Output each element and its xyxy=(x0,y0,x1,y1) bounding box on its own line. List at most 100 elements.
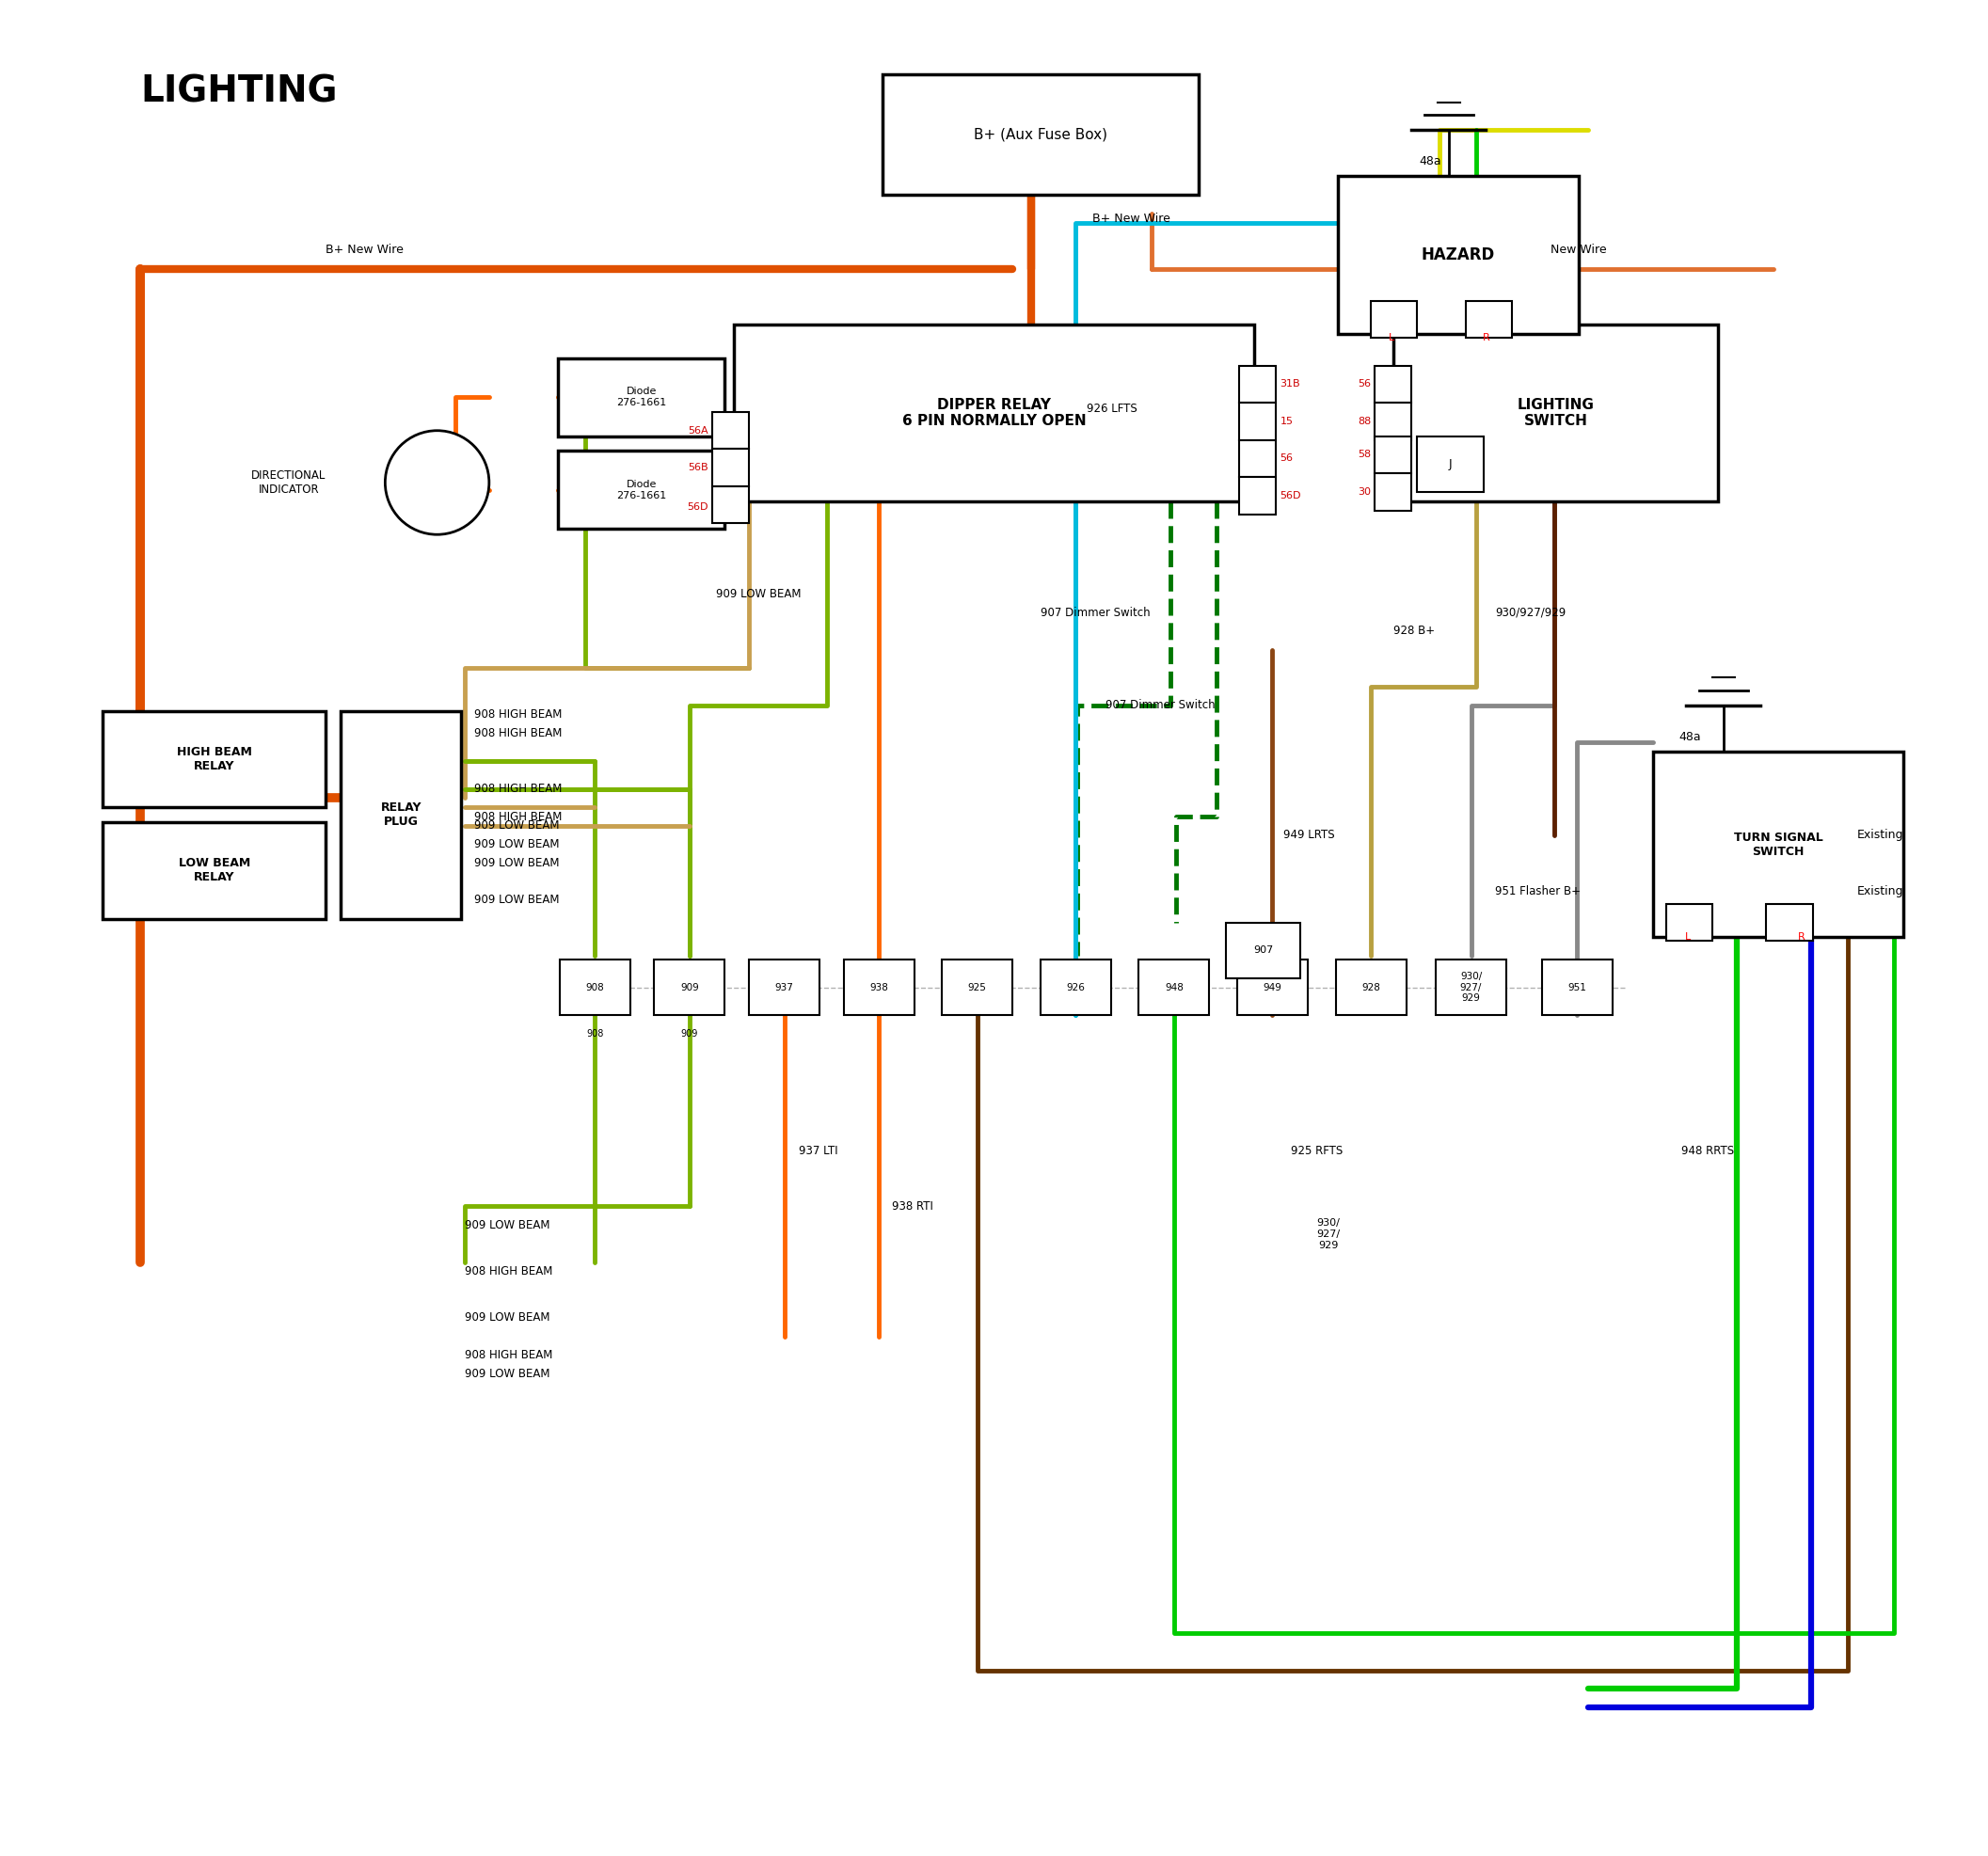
Text: R: R xyxy=(1797,932,1805,943)
Bar xyxy=(1239,440,1276,477)
Text: B+ New Wire: B+ New Wire xyxy=(326,243,404,256)
Text: HIGH BEAM
RELAY: HIGH BEAM RELAY xyxy=(177,746,252,772)
Text: 930/927/929: 930/927/929 xyxy=(1495,607,1567,618)
Text: Existing: Existing xyxy=(1857,830,1905,841)
FancyBboxPatch shape xyxy=(103,822,326,919)
Text: RELAY
PLUG: RELAY PLUG xyxy=(380,802,421,828)
Text: 909: 909 xyxy=(682,1028,698,1039)
Text: 30: 30 xyxy=(1358,486,1372,497)
Text: 907: 907 xyxy=(1252,945,1272,956)
Bar xyxy=(654,960,726,1015)
Text: 909 LOW BEAM: 909 LOW BEAM xyxy=(716,588,801,599)
Text: 908 HIGH BEAM: 908 HIGH BEAM xyxy=(475,811,563,822)
Bar xyxy=(712,412,749,449)
Text: 908 HIGH BEAM: 908 HIGH BEAM xyxy=(465,1349,553,1360)
Text: 908: 908 xyxy=(586,1028,604,1039)
FancyBboxPatch shape xyxy=(1652,752,1905,937)
Bar xyxy=(1435,960,1507,1015)
Bar xyxy=(1417,436,1485,492)
Text: 909 LOW BEAM: 909 LOW BEAM xyxy=(475,820,559,831)
Text: J: J xyxy=(1449,458,1453,470)
Bar xyxy=(1336,960,1406,1015)
Text: 909 LOW BEAM: 909 LOW BEAM xyxy=(465,1368,551,1379)
Bar xyxy=(1374,366,1411,403)
Bar xyxy=(712,486,749,523)
Bar xyxy=(843,960,914,1015)
Text: B+ (Aux Fuse Box): B+ (Aux Fuse Box) xyxy=(974,128,1107,141)
FancyBboxPatch shape xyxy=(883,74,1199,195)
Text: LIGHTING: LIGHTING xyxy=(139,74,338,110)
Text: 15: 15 xyxy=(1280,416,1292,427)
Bar xyxy=(1765,904,1813,941)
Text: DIRECTIONAL
INDICATOR: DIRECTIONAL INDICATOR xyxy=(250,470,326,496)
Text: 56A: 56A xyxy=(688,425,708,436)
Text: TURN SIGNAL
SWITCH: TURN SIGNAL SWITCH xyxy=(1734,831,1823,857)
Bar xyxy=(712,449,749,486)
Text: 908 HIGH BEAM: 908 HIGH BEAM xyxy=(475,783,563,794)
Text: 58: 58 xyxy=(1358,449,1372,460)
Bar xyxy=(1541,960,1612,1015)
Text: 925: 925 xyxy=(968,982,986,993)
Text: B+ New Wire: B+ New Wire xyxy=(1091,213,1171,225)
Text: 56B: 56B xyxy=(688,462,708,473)
Bar xyxy=(561,960,630,1015)
Bar xyxy=(1666,904,1712,941)
Bar xyxy=(1227,922,1300,978)
Text: LOW BEAM
RELAY: LOW BEAM RELAY xyxy=(179,857,250,883)
Text: 909: 909 xyxy=(680,982,700,993)
Text: New Wire: New Wire xyxy=(1551,243,1606,256)
Text: L: L xyxy=(1388,332,1394,343)
Bar xyxy=(749,960,819,1015)
Text: 56D: 56D xyxy=(1280,490,1300,501)
Text: 951: 951 xyxy=(1567,982,1586,993)
Text: 930/
927/
929: 930/ 927/ 929 xyxy=(1459,973,1483,1002)
Text: 949: 949 xyxy=(1262,982,1282,993)
Text: 930/
927/
929: 930/ 927/ 929 xyxy=(1316,1219,1340,1249)
Text: 925 RFTS: 925 RFTS xyxy=(1290,1145,1344,1156)
Text: 48a: 48a xyxy=(1680,731,1702,742)
Text: 909 LOW BEAM: 909 LOW BEAM xyxy=(475,895,559,906)
Bar xyxy=(1139,960,1209,1015)
Text: 909 LOW BEAM: 909 LOW BEAM xyxy=(465,1219,551,1231)
Text: L: L xyxy=(1686,932,1692,943)
Text: 949 LRTS: 949 LRTS xyxy=(1284,830,1336,841)
FancyBboxPatch shape xyxy=(1338,176,1578,334)
Text: 31B: 31B xyxy=(1280,379,1300,390)
Text: DIPPER RELAY
6 PIN NORMALLY OPEN: DIPPER RELAY 6 PIN NORMALLY OPEN xyxy=(903,397,1085,429)
Bar xyxy=(1040,960,1111,1015)
Bar xyxy=(1374,436,1411,473)
Text: Existing: Existing xyxy=(1857,885,1905,896)
FancyBboxPatch shape xyxy=(559,358,726,436)
Bar xyxy=(1237,960,1308,1015)
Text: Diode
276-1661: Diode 276-1661 xyxy=(616,388,666,406)
Text: 48a: 48a xyxy=(1419,156,1441,167)
Bar xyxy=(1465,301,1513,338)
Text: 948: 948 xyxy=(1165,982,1183,993)
Bar xyxy=(1239,403,1276,440)
Bar xyxy=(1372,301,1417,338)
Text: 56: 56 xyxy=(1358,379,1372,390)
Text: 948 RRTS: 948 RRTS xyxy=(1680,1145,1734,1156)
Bar xyxy=(942,960,1012,1015)
Text: 908 HIGH BEAM: 908 HIGH BEAM xyxy=(465,1266,553,1277)
Text: R: R xyxy=(1483,332,1489,343)
Text: 56D: 56D xyxy=(688,501,708,512)
FancyBboxPatch shape xyxy=(559,451,726,529)
Text: 908: 908 xyxy=(586,982,604,993)
Text: 907 Dimmer Switch: 907 Dimmer Switch xyxy=(1105,700,1215,711)
Text: HAZARD: HAZARD xyxy=(1421,247,1495,264)
Bar xyxy=(1239,477,1276,514)
Text: 938 RTI: 938 RTI xyxy=(893,1201,932,1212)
Text: 938: 938 xyxy=(869,982,889,993)
Text: 909 LOW BEAM: 909 LOW BEAM xyxy=(475,857,559,869)
Text: 937 LTI: 937 LTI xyxy=(799,1145,839,1156)
Text: 909 LOW BEAM: 909 LOW BEAM xyxy=(475,839,559,850)
Bar xyxy=(1374,403,1411,440)
Text: Diode
276-1661: Diode 276-1661 xyxy=(616,481,666,499)
Text: LIGHTING
SWITCH: LIGHTING SWITCH xyxy=(1517,397,1594,429)
Text: 926: 926 xyxy=(1066,982,1085,993)
Text: 951 Flasher B+: 951 Flasher B+ xyxy=(1495,885,1580,896)
Text: 88: 88 xyxy=(1358,416,1372,427)
Text: 928 B+: 928 B+ xyxy=(1394,625,1435,637)
Text: 907 Dimmer Switch: 907 Dimmer Switch xyxy=(1040,607,1151,618)
